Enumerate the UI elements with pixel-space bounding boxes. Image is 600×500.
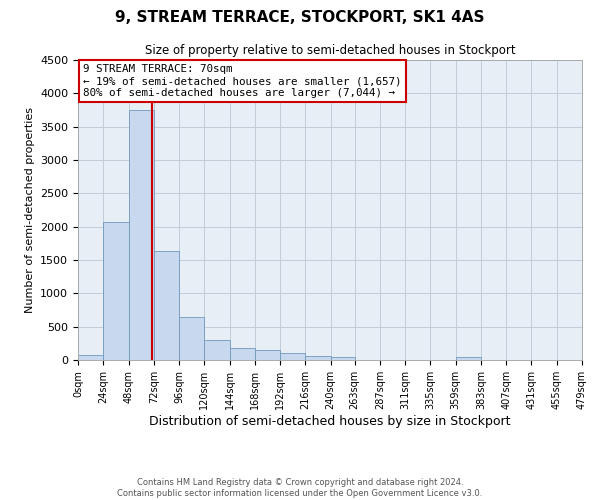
Text: 9 STREAM TERRACE: 70sqm
← 19% of semi-detached houses are smaller (1,657)
80% of: 9 STREAM TERRACE: 70sqm ← 19% of semi-de… [83,64,401,98]
Bar [331,358,355,360]
Bar [456,357,481,360]
Bar [305,356,331,360]
Bar [204,340,230,360]
Bar [230,348,255,360]
Text: Contains HM Land Registry data © Crown copyright and database right 2024.
Contai: Contains HM Land Registry data © Crown c… [118,478,482,498]
Bar [128,110,154,360]
Bar [179,318,204,360]
Bar [154,252,179,360]
Bar [255,350,280,360]
X-axis label: Distribution of semi-detached houses by size in Stockport: Distribution of semi-detached houses by … [149,414,511,428]
Title: Size of property relative to semi-detached houses in Stockport: Size of property relative to semi-detach… [145,44,515,58]
Y-axis label: Number of semi-detached properties: Number of semi-detached properties [25,107,35,313]
Bar [280,353,305,360]
Bar [78,354,103,360]
Bar [103,222,128,360]
Text: 9, STREAM TERRACE, STOCKPORT, SK1 4AS: 9, STREAM TERRACE, STOCKPORT, SK1 4AS [115,10,485,25]
